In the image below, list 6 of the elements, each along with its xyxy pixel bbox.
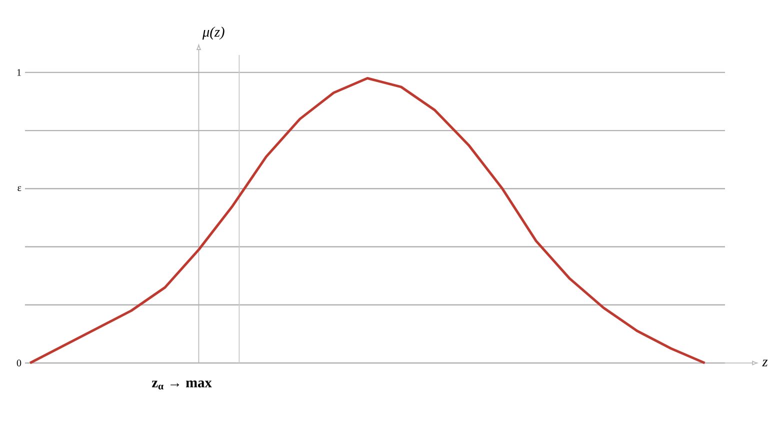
y-tick-label: 0 (16, 360, 22, 366)
text: z$_{α}$ → max (152, 380, 212, 390)
y-tick-label: ε (18, 186, 22, 192)
x-axis-title: z (762, 360, 768, 366)
y-axis-title: μ(z) (202, 26, 224, 40)
y-tick-label: 1 (17, 69, 21, 76)
